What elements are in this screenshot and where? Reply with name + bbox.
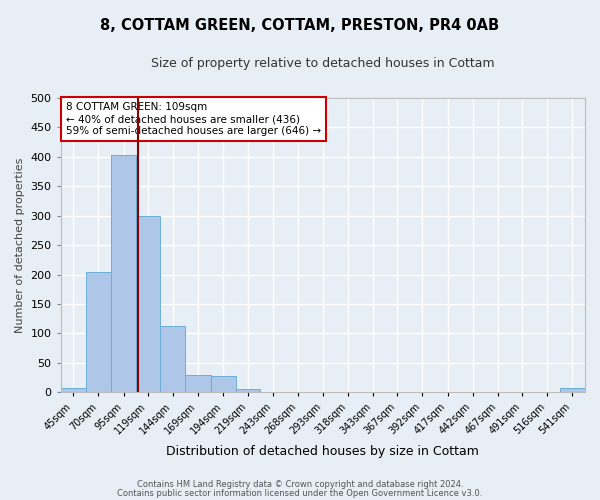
Bar [136, 216, 160, 392]
Bar [560, 388, 585, 392]
Bar [185, 374, 211, 392]
Bar [236, 389, 260, 392]
Text: Contains HM Land Registry data © Crown copyright and database right 2024.: Contains HM Land Registry data © Crown c… [137, 480, 463, 489]
Bar [111, 155, 136, 392]
X-axis label: Distribution of detached houses by size in Cottam: Distribution of detached houses by size … [166, 444, 479, 458]
Text: 8 COTTAM GREEN: 109sqm
← 40% of detached houses are smaller (436)
59% of semi-de: 8 COTTAM GREEN: 109sqm ← 40% of detached… [66, 102, 321, 136]
Bar [160, 326, 185, 392]
Bar [61, 388, 86, 392]
Bar [86, 272, 111, 392]
Text: 8, COTTAM GREEN, COTTAM, PRESTON, PR4 0AB: 8, COTTAM GREEN, COTTAM, PRESTON, PR4 0A… [100, 18, 500, 32]
Text: Contains public sector information licensed under the Open Government Licence v3: Contains public sector information licen… [118, 489, 482, 498]
Bar [211, 376, 236, 392]
Y-axis label: Number of detached properties: Number of detached properties [15, 158, 25, 333]
Title: Size of property relative to detached houses in Cottam: Size of property relative to detached ho… [151, 58, 494, 70]
